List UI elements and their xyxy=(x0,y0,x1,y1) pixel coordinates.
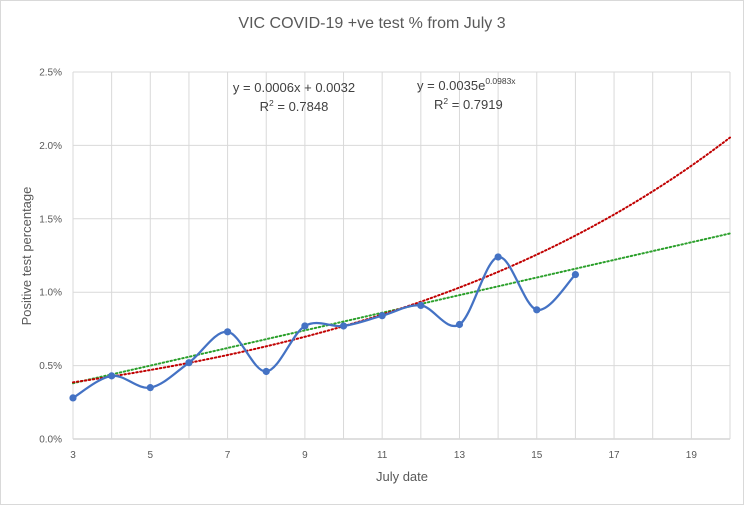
exp-r-squared-sup: 2 xyxy=(443,96,448,106)
y-tick-label: 0.5% xyxy=(39,361,62,372)
x-tick-label: 15 xyxy=(531,450,543,461)
x-tick-label: 5 xyxy=(148,450,154,461)
linear-r-squared-symbol: R xyxy=(260,99,269,114)
y-tick-labels: 0.0% 0.5% 1.0% 1.5% 2.0% 2.5% xyxy=(39,68,62,446)
chart-title: VIC COVID-19 +ve test % from July 3 xyxy=(238,15,505,32)
x-tick-label: 3 xyxy=(70,450,76,461)
y-tick-label: 2.0% xyxy=(39,141,62,152)
exp-equation-exponent: 0.0983x xyxy=(485,76,516,86)
exponential-trendline-equation: y = 0.0035e0.0983x xyxy=(417,76,516,93)
data-point xyxy=(185,359,193,367)
y-tick-label: 2.5% xyxy=(39,68,62,79)
data-point xyxy=(533,306,541,314)
linear-r-squared-sup: 2 xyxy=(269,98,274,108)
exp-equation-base: y = 0.0035e xyxy=(417,78,485,93)
data-point xyxy=(108,372,116,380)
linear-trendline-equation: y = 0.0006x + 0.0032 xyxy=(233,80,355,95)
y-tick-label: 0.0% xyxy=(39,435,62,446)
linear-trendline-r-squared: R2 = 0.7848 xyxy=(260,98,329,114)
x-tick-label: 13 xyxy=(454,450,466,461)
exp-r-squared-symbol: R xyxy=(434,97,443,112)
x-tick-label: 11 xyxy=(377,450,388,461)
x-tick-label: 17 xyxy=(608,450,620,461)
x-axis-label: July date xyxy=(376,469,428,484)
data-point xyxy=(69,394,77,402)
grid xyxy=(72,71,731,440)
data-point xyxy=(301,322,309,330)
data-point xyxy=(146,384,154,392)
y-tick-label: 1.5% xyxy=(39,214,62,225)
exp-r-squared-value: = 0.7919 xyxy=(448,97,503,112)
data-point xyxy=(455,320,464,329)
data-point xyxy=(223,328,232,336)
linear-r-squared-value: = 0.7848 xyxy=(274,99,329,114)
data-point xyxy=(571,270,580,279)
x-tick-label: 9 xyxy=(302,450,308,461)
data-point xyxy=(494,253,502,261)
y-axis-label: Positive test percentage xyxy=(19,187,34,326)
data-series xyxy=(69,253,580,402)
exponential-trendline-r-squared: R2 = 0.7919 xyxy=(434,96,503,112)
x-tick-label: 19 xyxy=(686,450,698,461)
data-point xyxy=(417,301,425,310)
data-point xyxy=(339,322,348,330)
data-point xyxy=(378,312,386,320)
x-tick-label: 7 xyxy=(225,450,231,461)
y-tick-label: 1.0% xyxy=(39,288,62,299)
data-point xyxy=(262,367,270,376)
x-tick-labels: 3 5 7 9 11 13 15 17 19 xyxy=(70,450,697,461)
